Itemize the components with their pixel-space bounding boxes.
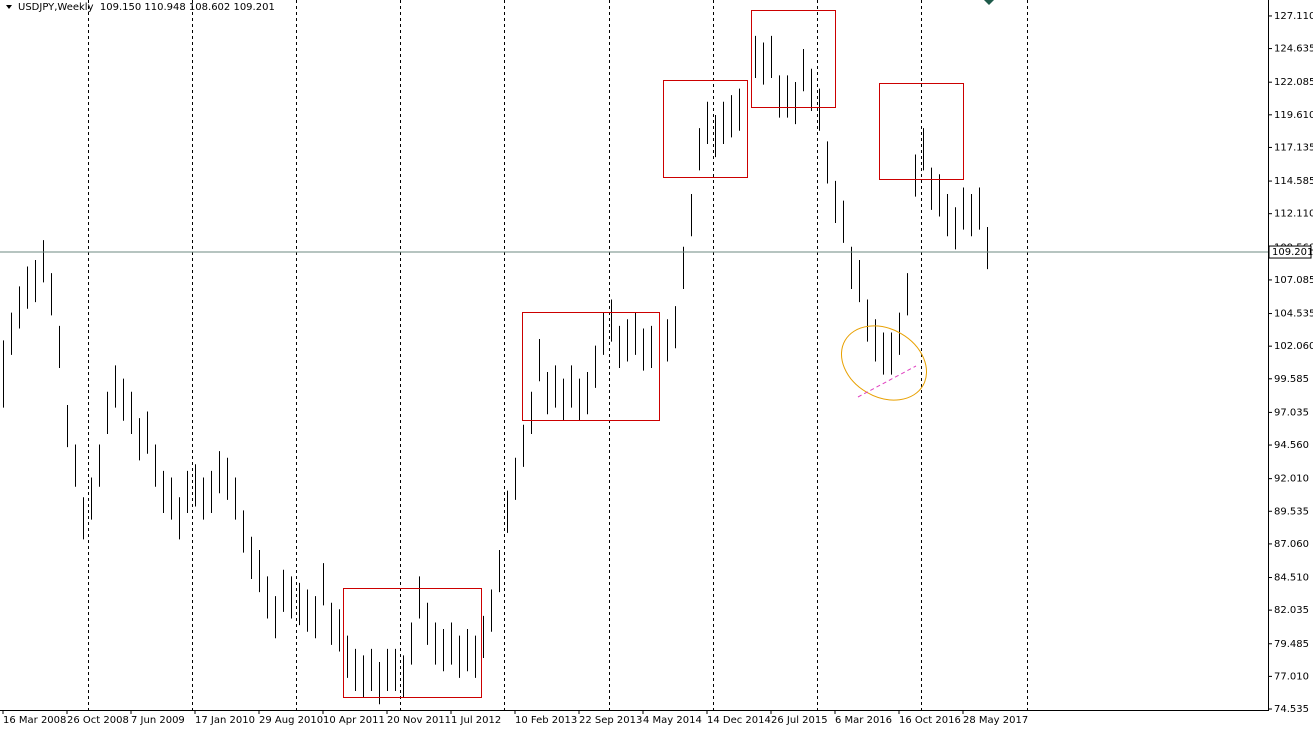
y-tick-label: 114.585	[1274, 176, 1313, 187]
y-tick-label: 104.535	[1274, 309, 1313, 320]
y-tick-label: 77.010	[1274, 671, 1309, 682]
annotation-box	[522, 312, 660, 421]
shift-marker	[984, 0, 994, 5]
x-tick-label: 16 Mar 2008	[3, 715, 66, 726]
y-tick-label: 79.485	[1274, 639, 1309, 650]
x-tick-label: 1 Jul 2012	[451, 715, 501, 726]
x-tick-label: 10 Feb 2013	[515, 715, 577, 726]
current-price-box	[1268, 245, 1312, 259]
y-tick-label: 74.535	[1274, 704, 1309, 715]
y-tick-label: 92.010	[1274, 474, 1309, 485]
y-tick-label: 102.060	[1274, 341, 1313, 352]
bars	[3, 35, 988, 705]
y-tick-label: 84.510	[1274, 573, 1309, 584]
x-tick-label: 22 Sep 2013	[579, 715, 642, 726]
y-tick-label: 107.085	[1274, 275, 1313, 286]
x-tick-label: 17 Jan 2010	[195, 715, 255, 726]
annotation-box	[879, 83, 964, 180]
y-tick-label: 99.585	[1274, 374, 1309, 385]
y-tick-label: 112.110	[1274, 209, 1313, 220]
y-tick-label: 97.035	[1274, 407, 1309, 418]
annotations	[343, 10, 964, 698]
menu-arrow	[6, 5, 12, 9]
annotation-trendline	[857, 365, 917, 398]
x-tick-label: 7 Jun 2009	[131, 715, 185, 726]
x-tick-label: 16 Oct 2016	[899, 715, 961, 726]
x-tick-label: 14 Dec 2014	[707, 715, 771, 726]
x-tick-label: 20 Nov 2011	[387, 715, 451, 726]
current-price-label: 109.201	[1272, 247, 1313, 258]
period-separators	[88, 0, 1028, 710]
x-tick-label: 26 Oct 2008	[67, 715, 129, 726]
x-tick-label: 29 Aug 2010	[259, 715, 323, 726]
x-tick-label: 4 May 2014	[643, 715, 702, 726]
x-tick-label: 10 Apr 2011	[323, 715, 385, 726]
annotation-box	[343, 588, 482, 698]
y-tick-label: 122.085	[1274, 77, 1313, 88]
x-tick-label: 26 Jul 2015	[771, 715, 828, 726]
y-tick-label: 124.635	[1274, 44, 1313, 55]
x-tick-label: 28 May 2017	[963, 715, 1028, 726]
y-tick-label: 117.135	[1274, 142, 1313, 153]
chart-title: USDJPY,Weekly 109.150 110.948 108.602 10…	[18, 2, 275, 13]
y-tick-label: 94.560	[1274, 440, 1309, 451]
y-tick-label: 87.060	[1274, 539, 1309, 550]
y-tick-label: 89.535	[1274, 506, 1309, 517]
annotation-box	[751, 10, 836, 108]
y-tick-label: 82.035	[1274, 605, 1309, 616]
x-tick-label: 6 Mar 2016	[835, 715, 892, 726]
annotation-box	[663, 80, 748, 178]
y-tick-label: 119.610	[1274, 110, 1313, 121]
y-tick-label: 127.110	[1274, 11, 1313, 22]
